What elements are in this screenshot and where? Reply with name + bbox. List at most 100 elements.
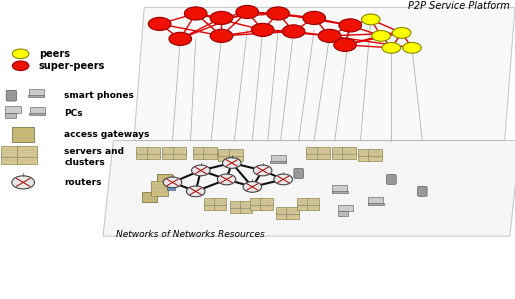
FancyBboxPatch shape	[357, 153, 371, 161]
FancyBboxPatch shape	[271, 155, 286, 162]
Circle shape	[169, 32, 192, 45]
Circle shape	[339, 19, 362, 32]
Circle shape	[210, 11, 233, 25]
FancyBboxPatch shape	[5, 113, 16, 118]
Circle shape	[282, 25, 305, 38]
Circle shape	[251, 23, 274, 36]
Circle shape	[148, 17, 171, 30]
FancyBboxPatch shape	[306, 152, 319, 159]
FancyBboxPatch shape	[204, 203, 216, 210]
Text: P2P Service Platform: P2P Service Platform	[408, 1, 510, 11]
FancyBboxPatch shape	[297, 199, 309, 205]
Circle shape	[334, 38, 356, 51]
FancyBboxPatch shape	[250, 203, 263, 210]
FancyBboxPatch shape	[218, 153, 232, 161]
Circle shape	[192, 165, 210, 176]
Circle shape	[362, 14, 380, 25]
Circle shape	[217, 174, 236, 185]
Circle shape	[210, 29, 233, 42]
FancyBboxPatch shape	[229, 149, 243, 156]
Circle shape	[12, 49, 29, 59]
FancyBboxPatch shape	[338, 205, 352, 211]
FancyBboxPatch shape	[229, 153, 243, 161]
FancyBboxPatch shape	[250, 199, 263, 205]
FancyBboxPatch shape	[239, 202, 252, 208]
Circle shape	[303, 11, 325, 25]
FancyBboxPatch shape	[147, 152, 160, 159]
FancyBboxPatch shape	[260, 199, 273, 205]
FancyBboxPatch shape	[276, 212, 288, 219]
FancyBboxPatch shape	[368, 153, 382, 161]
FancyBboxPatch shape	[230, 202, 242, 208]
Circle shape	[184, 7, 207, 20]
FancyBboxPatch shape	[136, 152, 149, 159]
FancyBboxPatch shape	[214, 199, 227, 205]
FancyBboxPatch shape	[5, 106, 21, 113]
FancyBboxPatch shape	[286, 208, 299, 214]
Circle shape	[392, 28, 411, 38]
FancyBboxPatch shape	[193, 147, 206, 154]
FancyBboxPatch shape	[162, 147, 175, 154]
FancyBboxPatch shape	[136, 147, 149, 154]
FancyBboxPatch shape	[317, 147, 330, 154]
Text: smart phones: smart phones	[64, 91, 134, 100]
FancyBboxPatch shape	[369, 197, 383, 204]
FancyBboxPatch shape	[368, 203, 384, 205]
FancyBboxPatch shape	[17, 153, 37, 164]
FancyBboxPatch shape	[28, 95, 44, 97]
FancyBboxPatch shape	[158, 174, 172, 184]
FancyBboxPatch shape	[203, 147, 217, 154]
FancyBboxPatch shape	[1, 153, 21, 164]
Circle shape	[222, 158, 241, 168]
FancyBboxPatch shape	[30, 107, 45, 114]
FancyBboxPatch shape	[317, 152, 330, 159]
Circle shape	[267, 7, 289, 20]
FancyBboxPatch shape	[342, 152, 356, 159]
Circle shape	[382, 42, 401, 53]
Circle shape	[12, 61, 29, 71]
FancyBboxPatch shape	[204, 199, 216, 205]
FancyBboxPatch shape	[338, 211, 348, 216]
FancyBboxPatch shape	[418, 187, 427, 196]
FancyBboxPatch shape	[306, 203, 319, 210]
FancyBboxPatch shape	[297, 203, 309, 210]
FancyBboxPatch shape	[162, 152, 175, 159]
FancyBboxPatch shape	[332, 191, 348, 193]
FancyBboxPatch shape	[342, 147, 356, 154]
FancyBboxPatch shape	[306, 199, 319, 205]
Circle shape	[186, 186, 205, 197]
FancyBboxPatch shape	[173, 152, 186, 159]
FancyBboxPatch shape	[332, 152, 345, 159]
FancyBboxPatch shape	[17, 146, 37, 157]
FancyBboxPatch shape	[167, 186, 175, 190]
FancyBboxPatch shape	[203, 152, 217, 159]
FancyBboxPatch shape	[294, 169, 303, 178]
FancyBboxPatch shape	[29, 89, 43, 96]
Text: peers: peers	[39, 49, 70, 59]
FancyBboxPatch shape	[260, 203, 273, 210]
FancyBboxPatch shape	[270, 161, 286, 163]
FancyBboxPatch shape	[306, 147, 319, 154]
Circle shape	[243, 181, 262, 192]
Circle shape	[236, 5, 259, 19]
Text: access gateways: access gateways	[64, 130, 150, 139]
Circle shape	[372, 30, 390, 41]
FancyBboxPatch shape	[214, 203, 227, 210]
FancyBboxPatch shape	[29, 113, 45, 115]
FancyBboxPatch shape	[387, 175, 396, 184]
FancyBboxPatch shape	[230, 206, 242, 213]
Circle shape	[12, 176, 35, 189]
FancyBboxPatch shape	[333, 185, 348, 192]
Circle shape	[318, 29, 341, 42]
FancyBboxPatch shape	[218, 149, 232, 156]
Text: PCs: PCs	[64, 109, 83, 118]
FancyBboxPatch shape	[276, 208, 288, 214]
Circle shape	[403, 42, 421, 53]
FancyBboxPatch shape	[12, 127, 35, 142]
Text: super-peers: super-peers	[39, 61, 105, 71]
Text: servers and
clusters: servers and clusters	[64, 147, 125, 167]
FancyBboxPatch shape	[286, 212, 299, 219]
Polygon shape	[103, 141, 515, 236]
Polygon shape	[134, 7, 515, 141]
FancyBboxPatch shape	[147, 147, 160, 154]
